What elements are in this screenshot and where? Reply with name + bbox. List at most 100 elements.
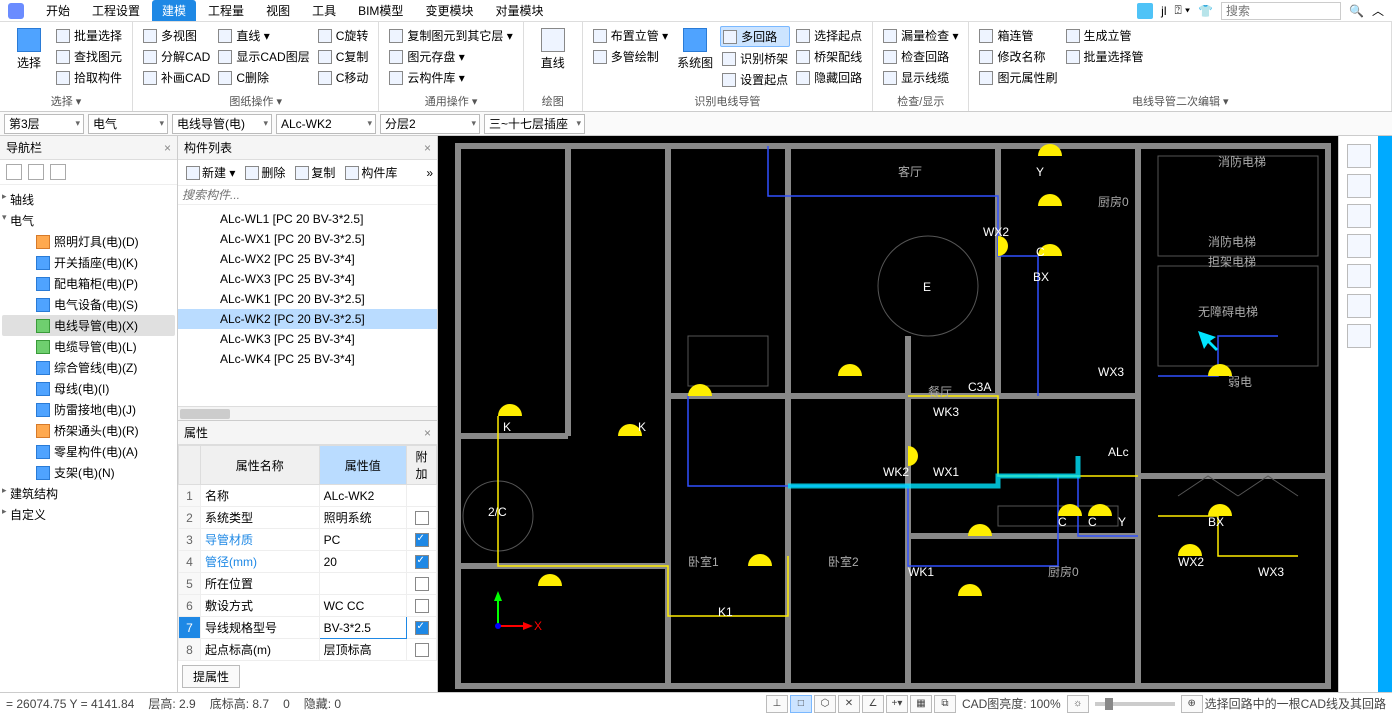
prop-row[interactable]: 6敷设方式WC CC [179,595,437,617]
menu-tab-7[interactable]: 变更模块 [415,0,483,21]
h-scrollbar[interactable] [178,406,437,420]
ribbon-item[interactable]: 多回路 [720,26,790,47]
combo-5[interactable]: 三~十七层插座 [484,114,585,134]
ribbon-item[interactable]: 识别桥架 [720,49,790,68]
ribbon-item[interactable]: 补画CAD [141,68,212,87]
component-item[interactable]: ALc-WK4 [PC 25 BV-3*4] [178,349,437,369]
component-item[interactable]: ALc-WX2 [PC 25 BV-3*4] [178,249,437,269]
3d-icon[interactable] [1347,174,1371,198]
checkbox[interactable] [415,599,429,613]
extract-property-button[interactable]: 提属性 [182,665,240,688]
brightness-slider[interactable] [1095,702,1175,706]
nav-tool-3[interactable] [50,164,66,180]
more-icon[interactable]: » [426,166,433,180]
ribbon-item[interactable]: 查找图元 [54,47,124,66]
collapse-icon[interactable]: ︿ [1372,2,1384,19]
tree-leaf[interactable]: 零星构件(电)(A) [2,441,175,462]
tree-root[interactable]: 电气 [2,210,175,231]
checkbox[interactable] [415,555,429,569]
component-item[interactable]: ALc-WX3 [PC 25 BV-3*4] [178,269,437,289]
ribbon-item[interactable]: 显示线缆 [881,68,960,87]
ribbon-item[interactable]: C移动 [316,68,371,87]
snap-btn-5[interactable]: ∠ [862,695,884,713]
comp-tool[interactable]: 复制 [291,163,339,182]
rotate-icon[interactable] [1347,264,1371,288]
component-item[interactable]: ALc-WK3 [PC 25 BV-3*4] [178,329,437,349]
ribbon-item[interactable]: 拾取构件 [54,68,124,87]
comp-tool[interactable]: 新建 ▾ [182,163,239,182]
comp-tool[interactable]: 删除 [241,163,289,182]
component-item[interactable]: ALc-WK2 [PC 20 BV-3*2.5] [178,309,437,329]
tree-leaf[interactable]: 桥架通头(电)(R) [2,420,175,441]
combo-0[interactable]: 第3层 [4,114,84,134]
ribbon-item[interactable]: 桥架配线 [794,47,864,66]
search-icon[interactable]: 🔍 [1349,4,1364,18]
menu-tab-3[interactable]: 工程量 [198,0,254,21]
comp-tool[interactable]: 构件库 [341,163,401,182]
select-tool[interactable]: 选择 [8,26,50,91]
close-icon[interactable]: × [424,141,431,155]
ribbon-item[interactable]: 分解CAD [141,47,212,66]
ribbon-item[interactable]: 箱连管 [977,26,1059,45]
checkbox[interactable] [415,621,429,635]
ribbon-item[interactable]: 图元存盘 ▾ [387,47,514,66]
ribbon-item[interactable]: 隐藏回路 [794,68,864,87]
tree-root[interactable]: 自定义 [2,504,175,525]
close-icon[interactable]: × [164,141,171,155]
tree-leaf[interactable]: 综合管线(电)(Z) [2,357,175,378]
ribbon-item[interactable]: 图元属性刷 [977,68,1059,87]
prop-row[interactable]: 2系统类型照明系统 [179,507,437,529]
tree-leaf[interactable]: 母线(电)(I) [2,378,175,399]
menu-tab-8[interactable]: 对量模块 [485,0,553,21]
nav-tool-1[interactable] [6,164,22,180]
nav-tool-2[interactable] [28,164,44,180]
component-item[interactable]: ALc-WK1 [PC 20 BV-3*2.5] [178,289,437,309]
snap-btn-4[interactable]: ✕ [838,695,860,713]
menu-tab-4[interactable]: 视图 [256,0,300,21]
ribbon-item[interactable]: 选择起点 [794,26,864,45]
component-item[interactable]: ALc-WX1 [PC 20 BV-3*2.5] [178,229,437,249]
menu-tab-0[interactable]: 开始 [36,0,80,21]
tree-leaf[interactable]: 电线导管(电)(X) [2,315,175,336]
snap-btn-6[interactable]: +▾ [886,695,908,713]
tree-root[interactable]: 建筑结构 [2,483,175,504]
ribbon-item[interactable]: 批量选择管 [1064,47,1146,66]
ribbon-item[interactable]: 生成立管 [1064,26,1146,45]
menu-tab-2[interactable]: 建模 [152,0,196,21]
ribbon-item[interactable]: 批量选择 [54,26,124,45]
tree-leaf[interactable]: 照明灯具(电)(D) [2,231,175,252]
tree-root[interactable]: 轴线 [2,189,175,210]
target-btn[interactable]: ⊕ [1181,695,1203,713]
ribbon-item[interactable]: 云构件库 ▾ [387,68,514,87]
globe-icon[interactable] [1347,144,1371,168]
ribbon-item[interactable]: 布置立管 ▾ [591,26,670,45]
tree-leaf[interactable]: 电缆导管(电)(L) [2,336,175,357]
ribbon-item[interactable]: 直线 ▾ [216,26,311,45]
cube-icon[interactable] [1347,204,1371,228]
snap-btn-1[interactable]: ⊥ [766,695,788,713]
tree-leaf[interactable]: 支架(电)(N) [2,462,175,483]
prop-row[interactable]: 4管径(mm)20 [179,551,437,573]
ribbon-item[interactable]: 漏量检查 ▾ [881,26,960,45]
help-icon[interactable]: ⍰ ▾ [1175,3,1191,18]
shirt-icon[interactable]: 👕 [1198,4,1213,18]
close-icon[interactable]: × [424,426,431,440]
line-tool[interactable]: 直线 [532,26,574,91]
ribbon-item[interactable]: C旋转 [316,26,371,45]
prop-row[interactable]: 1名称ALc-WK2 [179,485,437,507]
checkbox[interactable] [415,577,429,591]
menu-tab-1[interactable]: 工程设置 [82,0,150,21]
menu-tab-5[interactable]: 工具 [302,0,346,21]
cube2-icon[interactable] [1347,234,1371,258]
tree-leaf[interactable]: 防雷接地(电)(J) [2,399,175,420]
ribbon-item[interactable]: 多管绘制 [591,47,670,66]
brightness-btn[interactable]: ☼ [1067,695,1089,713]
user-avatar[interactable] [1137,3,1153,19]
prop-row[interactable]: 5所在位置 [179,573,437,595]
tree-leaf[interactable]: 配电箱柜(电)(P) [2,273,175,294]
search-input[interactable] [1221,2,1341,20]
snap-btn-7[interactable]: ▦ [910,695,932,713]
tree-leaf[interactable]: 电气设备(电)(S) [2,294,175,315]
component-item[interactable]: ALc-WL1 [PC 20 BV-3*2.5] [178,209,437,229]
checkbox[interactable] [415,643,429,657]
